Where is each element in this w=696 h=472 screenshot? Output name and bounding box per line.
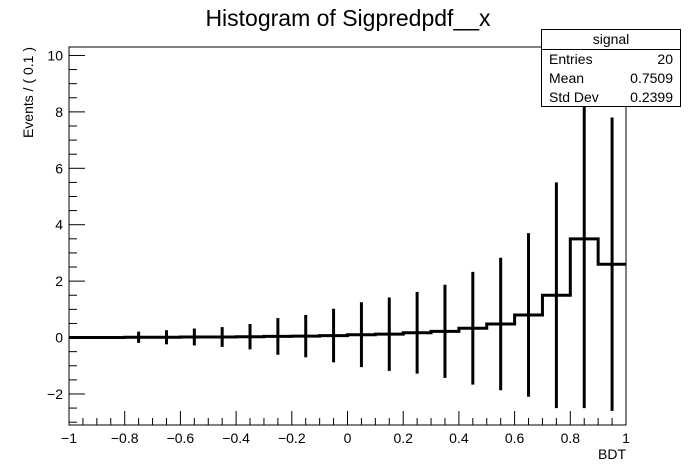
x-axis-ticks: [68, 411, 627, 425]
stats-value: 0.2399: [630, 89, 673, 105]
x-tick-label: −0.6: [167, 430, 195, 446]
stats-label: Std Dev: [549, 89, 599, 105]
x-axis-tick-labels: −1 −0.8 −0.6 −0.4 −0.2 0 0.2 0.4 0.6 0.8 1: [61, 430, 630, 446]
y-tick-label: 4: [55, 217, 63, 233]
stats-legend-box: signal Entries 20 Mean 0.7509 Std Dev 0.…: [541, 29, 681, 107]
x-tick-label: 0.6: [505, 430, 525, 446]
stats-label: Entries: [549, 51, 593, 67]
x-tick-label: −0.4: [222, 430, 250, 446]
stats-row-mean: Mean 0.7509: [542, 69, 680, 88]
x-tick-label: 0.8: [561, 430, 581, 446]
x-tick-label: 0: [344, 430, 352, 446]
chart-title: Histogram of Sigpredpdf__x: [205, 5, 491, 31]
y-tick-label: 8: [55, 104, 63, 120]
stats-row-std-dev: Std Dev 0.2399: [542, 88, 680, 107]
stats-value: 0.7509: [630, 70, 673, 86]
y-tick-label: 6: [55, 160, 63, 176]
x-tick-label: 1: [622, 430, 630, 446]
stats-value: 20: [657, 51, 673, 67]
stats-row-entries: Entries 20: [542, 50, 680, 69]
y-axis-ticks: [69, 54, 85, 423]
y-tick-label: 0: [55, 330, 63, 346]
histogram-line: [69, 237, 626, 340]
x-tick-label: 0.4: [449, 430, 469, 446]
y-axis-label: Events / ( 0.1 ): [20, 47, 36, 138]
stats-title: signal: [542, 30, 680, 50]
x-tick-label: −0.2: [278, 430, 306, 446]
x-tick-label: −1: [61, 430, 77, 446]
y-tick-label: 10: [47, 47, 63, 63]
x-tick-label: −0.8: [111, 430, 139, 446]
error-bars: [137, 69, 614, 411]
y-tick-label: 2: [55, 273, 63, 289]
stats-label: Mean: [549, 70, 585, 86]
y-tick-label: −2: [47, 386, 63, 402]
x-tick-label: 0.2: [393, 430, 413, 446]
y-axis-tick-labels: −2 0 2 4 6 8 10: [47, 47, 63, 402]
x-axis-label: BDT: [598, 446, 626, 462]
